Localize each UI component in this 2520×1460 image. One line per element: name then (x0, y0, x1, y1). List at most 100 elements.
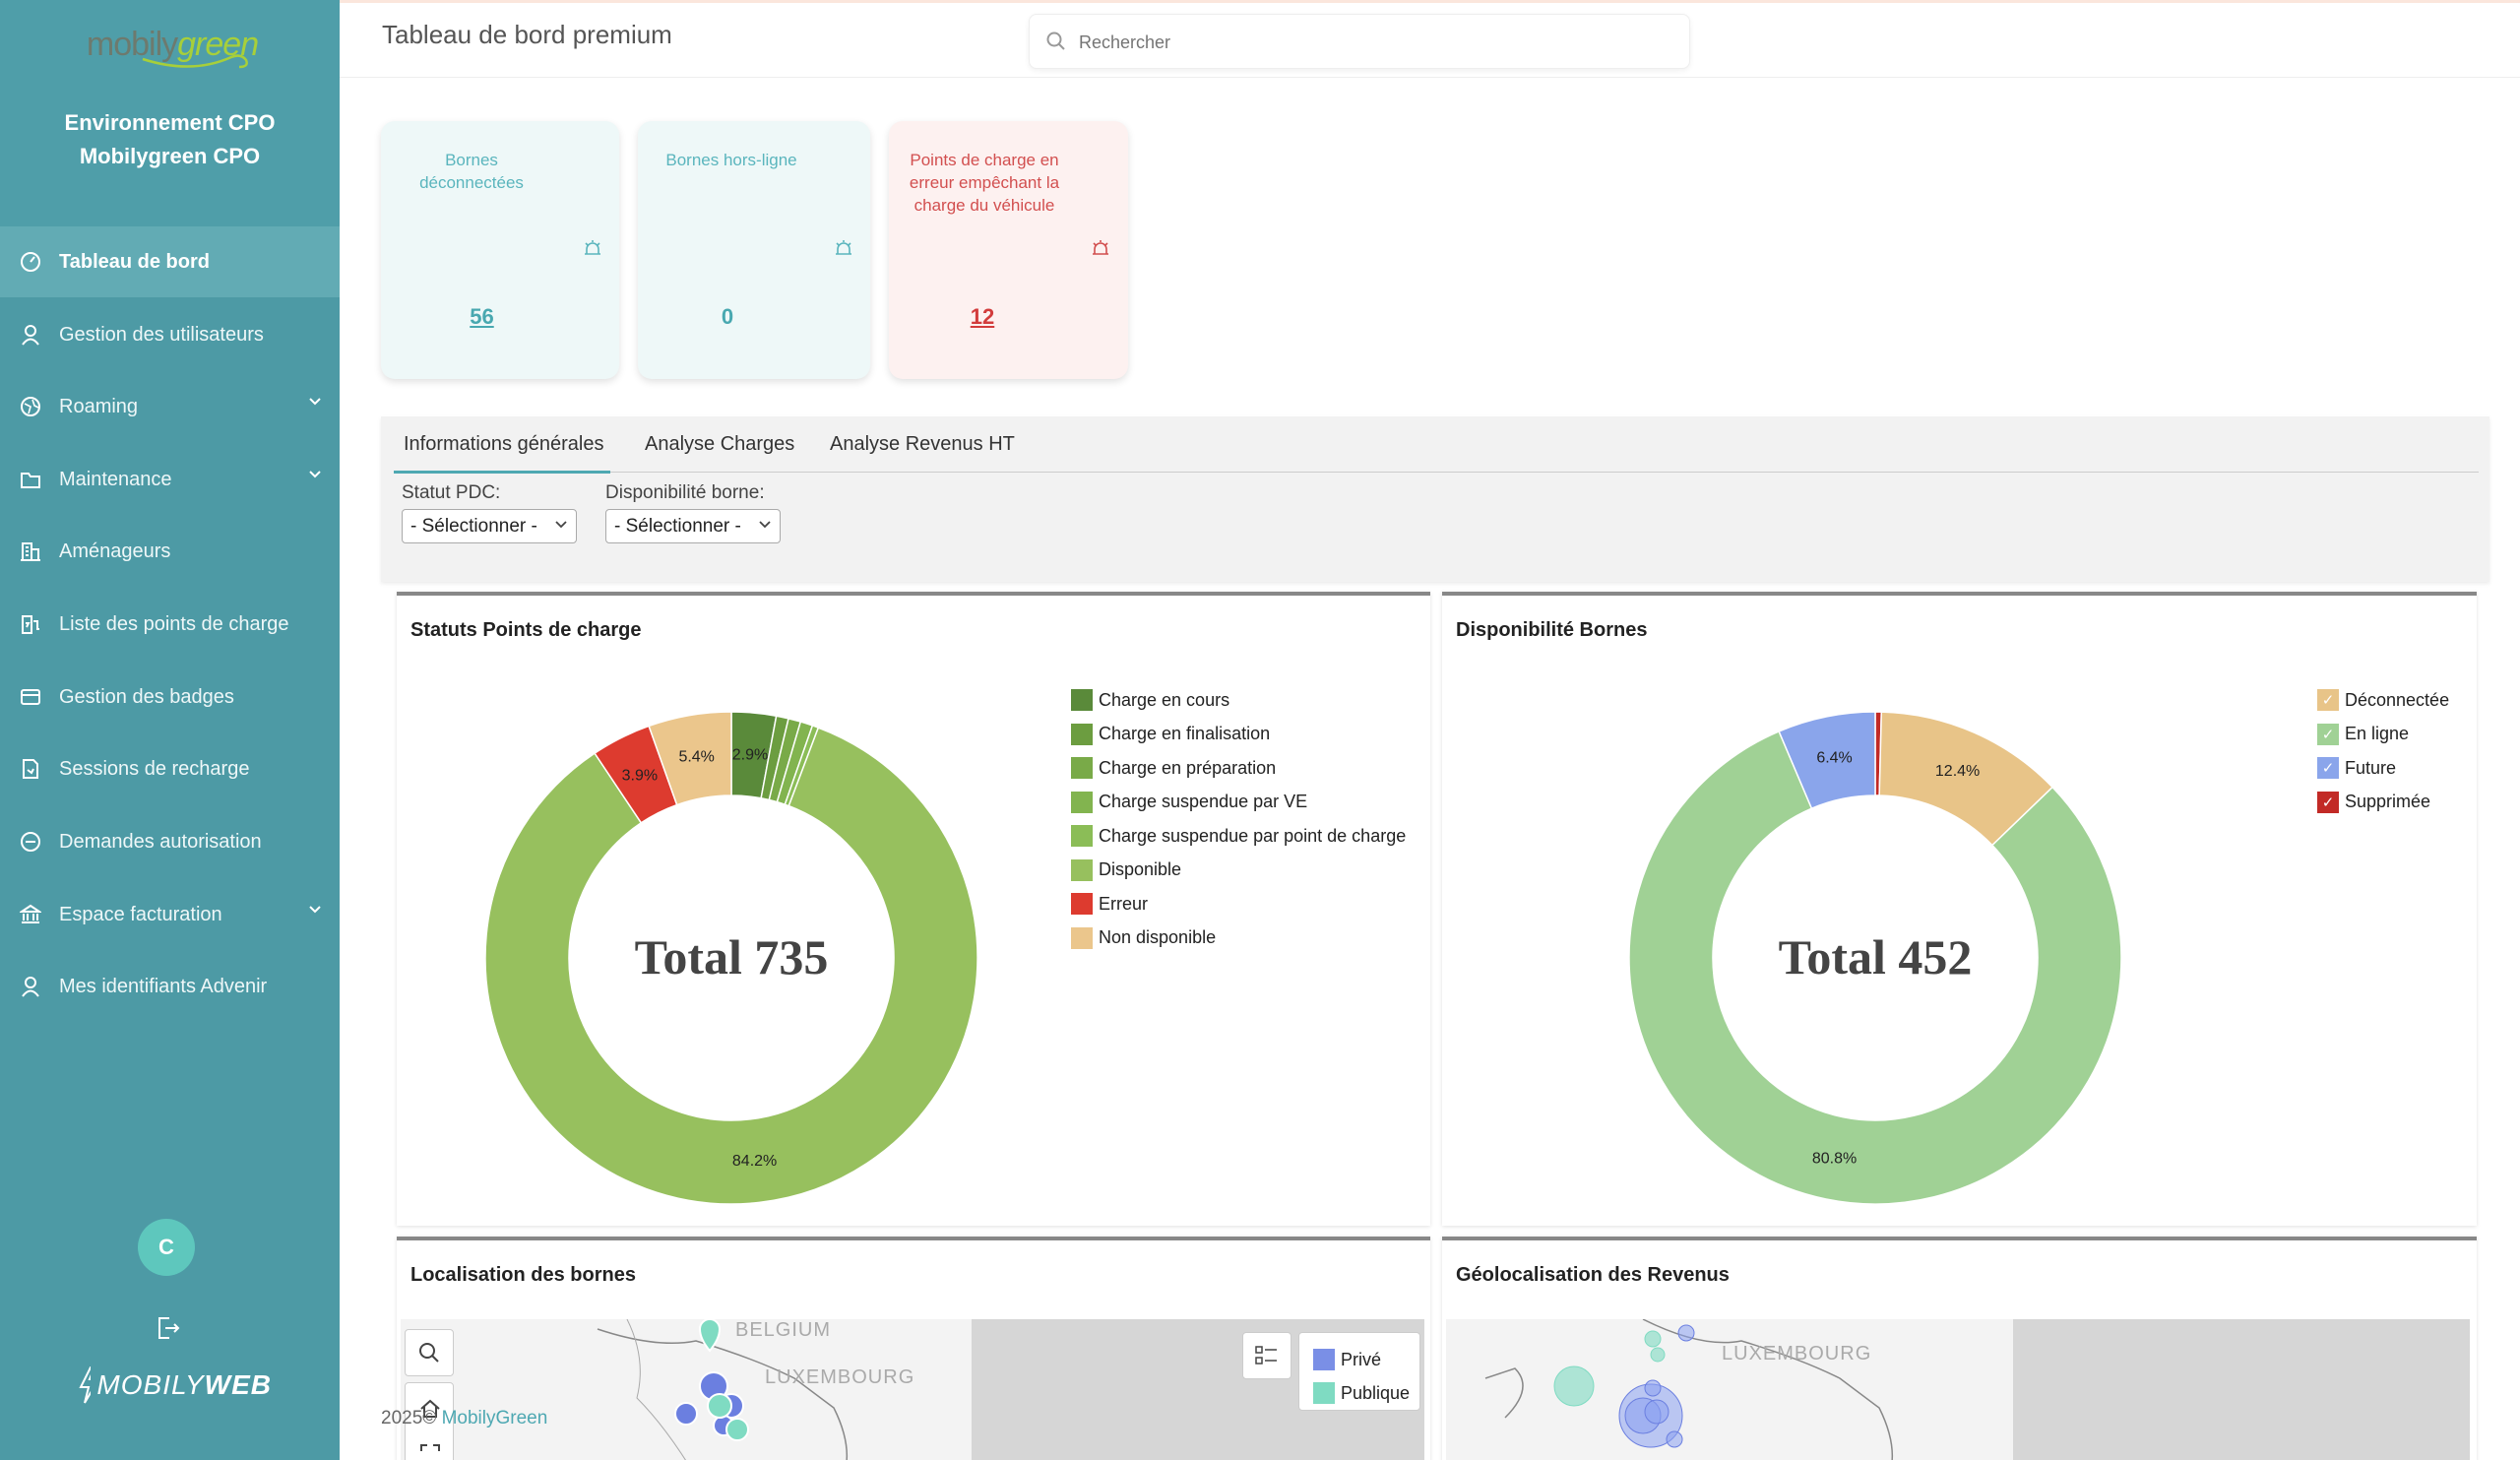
mobilygreen-logo[interactable]: mobilygreen (84, 16, 261, 81)
tab-informations-generales[interactable]: Informations générales (404, 433, 604, 455)
legend-item-en-ligne[interactable]: ✓ En ligne (2317, 723, 2410, 745)
map-revenus[interactable]: LUXEMBOURG (1446, 1319, 2470, 1460)
disponibilite-borne-select[interactable]: - Sélectionner - (605, 509, 781, 543)
legend-item-supprim-e[interactable]: ✓ Supprimée (2317, 791, 2431, 813)
legend-label: En ligne (2345, 724, 2410, 743)
sidebar-item-label: Demandes autorisation (59, 830, 262, 853)
legend-item-d-connect-e[interactable]: ✓ Déconnectée (2317, 689, 2449, 711)
legend-list-icon (1255, 1346, 1277, 1365)
donut-chart-statuts[interactable]: 2.9% 84.2% 3.9% 5.4% Total 735 (475, 702, 987, 1214)
bank-icon (18, 902, 43, 927)
environment-line-1: Environnement CPO (64, 110, 276, 135)
chevron-down-icon (555, 521, 567, 529)
legend-item-charge-en-finalisation[interactable]: Charge en finalisation (1071, 723, 1271, 745)
legend-item-future[interactable]: ✓ Future (2317, 757, 2396, 779)
top-accent-line (340, 0, 2520, 3)
legend-label: Supprimée (2345, 792, 2431, 811)
avatar[interactable]: C (138, 1219, 195, 1276)
kpi-card-points-charge-erreur[interactable]: Points de charge en erreur empêchant la … (889, 121, 1128, 379)
sidebar-item-label: Roaming (59, 395, 139, 417)
legend-swatch (1313, 1382, 1335, 1404)
legend-label: Charge suspendue par VE (1099, 792, 1308, 811)
user-icon (18, 322, 43, 348)
fullscreen-icon[interactable] (418, 1442, 442, 1460)
sidebar-item-demandes-autorisation[interactable]: Demandes autorisation (0, 806, 340, 877)
donut-slice-en-ligne[interactable] (1628, 730, 2122, 1205)
chart-title: Statuts Points de charge (410, 619, 642, 641)
legend-item-erreur[interactable]: Erreur (1071, 893, 1148, 915)
map-legend-toggle[interactable] (1242, 1332, 1292, 1379)
legend-item-charge-suspendue-par-ve[interactable]: Charge suspendue par VE (1071, 791, 1308, 813)
map-controls (405, 1382, 454, 1460)
legend-item-charge-suspendue-par-point-de-charge[interactable]: Charge suspendue par point de charge (1071, 825, 1406, 847)
legend-swatch (1313, 1349, 1335, 1370)
donut-value-label: 2.9% (732, 746, 768, 763)
chevron-down-icon (759, 521, 771, 529)
map-search-button[interactable] (405, 1329, 454, 1376)
donut-chart-disponibilite[interactable]: 12.4% 80.8% 6.4% Total 452 (1619, 702, 2131, 1214)
sidebar-item-label: Gestion des badges (59, 685, 234, 708)
donut-slice-disponible[interactable] (484, 727, 978, 1205)
sidebar-header: mobilygreen Environnement CPO Mobilygree… (0, 0, 340, 226)
search-icon (419, 1343, 439, 1363)
logo-swoosh-icon (142, 54, 248, 69)
donut-value-label: 5.4% (678, 749, 714, 766)
search-input[interactable] (1079, 29, 1670, 56)
header-divider (340, 77, 2520, 78)
sidebar-item-label: Mes identifiants Advenir (59, 975, 268, 997)
sidebar-item-sessions-recharge[interactable]: Sessions de recharge (0, 733, 340, 804)
sidebar-item-liste-points-charge[interactable]: Liste des points de charge (0, 589, 340, 660)
legend-item-non-disponible[interactable]: Non disponible (1071, 926, 1217, 949)
map-localisation[interactable]: BELGIUM LUXEMBOURG Privé Publique (401, 1319, 1424, 1460)
lightning-icon (79, 1366, 92, 1404)
kpi-value[interactable]: 12 (970, 304, 995, 329)
user-icon (18, 974, 43, 999)
sidebar-item-label: Aménageurs (59, 540, 171, 562)
donut-slice-future[interactable] (1778, 711, 1876, 810)
card-icon (18, 684, 43, 710)
search-icon (1046, 32, 1065, 50)
kpi-value: 0 (721, 304, 734, 329)
sidebar-item-label: Tableau de bord (59, 250, 210, 273)
map-label-luxembourg: LUXEMBOURG (765, 1366, 915, 1388)
copyright-brand[interactable]: MobilyGreen (441, 1408, 548, 1428)
sidebar-item-gestion-badges[interactable]: Gestion des badges (0, 662, 340, 732)
kpi-card-bornes-hors-ligne[interactable]: Bornes hors-ligne 0 (638, 121, 870, 379)
statut-pdc-label: Statut PDC: (402, 482, 501, 503)
panel-statuts-points-charge: Statuts Points de charge 2.9% 84.2% 3.9% 5.… (397, 592, 1430, 1226)
statut-pdc-value: - Sélectionner - (410, 516, 537, 537)
tab-analyse-charges[interactable]: Analyse Charges (645, 433, 795, 455)
chevron-down-icon (309, 906, 321, 914)
donut-slice-non-disponible[interactable] (648, 711, 732, 806)
sidebar-item-roaming[interactable]: Roaming (0, 371, 340, 442)
legend-label-publique: Publique (1341, 1382, 1411, 1403)
map-label-luxembourg: LUXEMBOURG (1722, 1343, 1872, 1365)
environment-line-2: Mobilygreen CPO (79, 144, 261, 168)
sidebar-item-maintenance[interactable]: Maintenance (0, 444, 340, 515)
legend-label: Non disponible (1099, 927, 1217, 947)
chart-title: Disponibilité Bornes (1456, 619, 1648, 641)
sidebar-item-label: Espace facturation (59, 903, 222, 925)
logo-text-green: green (177, 26, 259, 63)
disponibilite-borne-label: Disponibilité borne: (605, 482, 765, 503)
logout-icon[interactable] (156, 1315, 181, 1341)
tab-analyse-revenus[interactable]: Analyse Revenus HT (830, 433, 1015, 455)
kpi-value[interactable]: 56 (470, 304, 494, 329)
legend-swatch (1071, 689, 1093, 711)
sidebar-item-gestion-utilisateurs[interactable]: Gestion des utilisateurs (0, 299, 340, 370)
legend-label: Charge en finalisation (1099, 724, 1271, 743)
home-icon[interactable] (418, 1397, 442, 1421)
kpi-card-bornes-deconnectees[interactable]: Bornes déconnectées 56 (381, 121, 619, 379)
legend-item-charge-en-cours[interactable]: Charge en cours (1071, 689, 1229, 711)
sidebar-item-espace-facturation[interactable]: Espace facturation (0, 879, 340, 950)
legend-swatch (1071, 791, 1093, 813)
legend-item-disponible[interactable]: Disponible (1071, 858, 1181, 881)
statut-pdc-select[interactable]: - Sélectionner - (402, 509, 577, 543)
sidebar-item-amenageurs[interactable]: Aménageurs (0, 516, 340, 587)
sidebar-item-tableau-de-bord[interactable]: Tableau de bord (0, 226, 340, 297)
sidebar-item-identifiants-advenir[interactable]: Mes identifiants Advenir (0, 951, 340, 1022)
legend-item-charge-en-pr-paration[interactable]: Charge en préparation (1071, 757, 1276, 779)
search-box[interactable] (1029, 14, 1690, 69)
legend-swatch (1071, 723, 1093, 745)
building-icon (18, 539, 43, 564)
